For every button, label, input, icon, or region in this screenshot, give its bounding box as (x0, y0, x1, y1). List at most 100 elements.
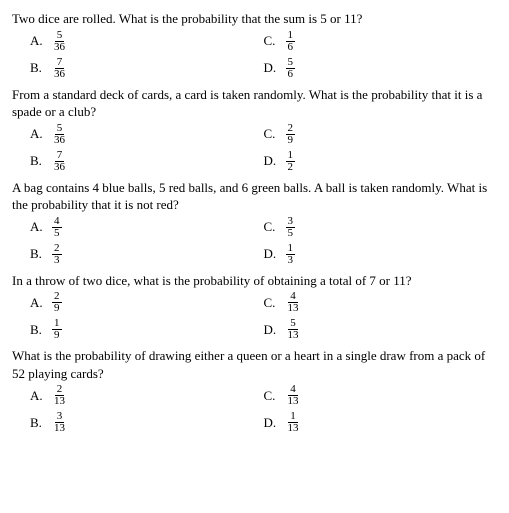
option: A.29 (30, 291, 264, 314)
question-5: What is the probability of drawing eithe… (12, 347, 497, 434)
fraction: 56 (286, 57, 296, 80)
options-grid: A. 213 C. 413 B. 313 D.113 (30, 384, 497, 434)
fraction: 29 (286, 123, 296, 146)
fraction: 16 (286, 30, 296, 53)
option: B. 23 (30, 243, 264, 266)
fraction-numerator: 2 (286, 123, 296, 135)
option: B. 736 (30, 150, 264, 173)
fraction-numerator: 1 (286, 30, 296, 42)
option: D. 13 (264, 243, 498, 266)
fraction: 13 (286, 243, 296, 266)
fraction-denominator: 3 (52, 255, 62, 266)
fraction-denominator: 3 (286, 255, 296, 266)
options-grid: A.536C.16B.736D.56 (30, 30, 497, 80)
option-letter: C. (264, 218, 280, 236)
question-2: From a standard deck of cards, a card is… (12, 86, 497, 173)
option: C. 35 (264, 216, 498, 239)
fraction: 736 (52, 150, 67, 173)
option-letter: A. (30, 387, 46, 405)
fraction-numerator: 4 (52, 216, 62, 228)
option: A. 536 (30, 123, 264, 146)
fraction: 213 (52, 384, 67, 407)
fraction-denominator: 9 (52, 303, 62, 314)
option-letter: B. (30, 245, 46, 263)
question-1: Two dice are rolled. What is the probabi… (12, 10, 497, 80)
question-text: Two dice are rolled. What is the probabi… (12, 10, 497, 28)
option-letter: B. (30, 152, 46, 170)
fraction-denominator: 36 (52, 42, 67, 53)
option: C. 29 (264, 123, 498, 146)
fraction: 19 (52, 318, 62, 341)
option-letter: B. (30, 321, 46, 339)
fraction: 35 (286, 216, 296, 239)
option-letter: B. (30, 59, 46, 77)
fraction: 536 (52, 30, 67, 53)
option: B. 19 (30, 318, 264, 341)
fraction-numerator: 5 (55, 30, 65, 42)
option-letter: D. (264, 152, 280, 170)
fraction-denominator: 6 (286, 42, 296, 53)
options-grid: A.29C. 413 B. 19 D. 513 (30, 291, 497, 341)
option: B. 313 (30, 411, 264, 434)
option: A. 536 (30, 30, 264, 53)
options-grid: A.536C.29B.736D.12 (30, 123, 497, 173)
option-letter: A. (30, 294, 46, 312)
fraction-numerator: 5 (286, 57, 296, 69)
question-text: What is the probability of drawing eithe… (12, 347, 497, 382)
fraction-denominator: 13 (286, 396, 301, 407)
option-letter: A. (30, 32, 46, 50)
fraction-denominator: 13 (52, 396, 67, 407)
question-text: From a standard deck of cards, a card is… (12, 86, 497, 121)
fraction-denominator: 5 (286, 228, 296, 239)
fraction-numerator: 7 (55, 150, 65, 162)
fraction: 413 (286, 384, 301, 407)
fraction-numerator: 1 (286, 150, 296, 162)
options-grid: A.45C.35B.23D.13 (30, 216, 497, 266)
fraction-denominator: 13 (286, 423, 301, 434)
fraction-denominator: 13 (286, 330, 301, 341)
option: C. 16 (264, 30, 498, 53)
question-text: In a throw of two dice, what is the prob… (12, 272, 497, 290)
fraction: 113 (286, 411, 301, 434)
fraction-denominator: 5 (52, 228, 62, 239)
option-letter: C. (264, 387, 280, 405)
fraction-numerator: 1 (286, 243, 296, 255)
fraction-numerator: 5 (55, 123, 65, 135)
option-letter: B. (30, 414, 46, 432)
option-letter: C. (264, 294, 280, 312)
fraction-denominator: 36 (52, 135, 67, 146)
option: D. 513 (264, 318, 498, 341)
fraction: 12 (286, 150, 296, 173)
fraction-denominator: 6 (286, 69, 296, 80)
option-letter: C. (264, 32, 280, 50)
option: C. 413 (264, 384, 498, 407)
fraction: 413 (286, 291, 301, 314)
option: A. 213 (30, 384, 264, 407)
fraction-denominator: 13 (52, 423, 67, 434)
question-text: A bag contains 4 blue balls, 5 red balls… (12, 179, 497, 214)
option: C. 413 (264, 291, 498, 314)
question-3: A bag contains 4 blue balls, 5 red balls… (12, 179, 497, 266)
option-letter: D. (264, 321, 280, 339)
fraction: 313 (52, 411, 67, 434)
option: D. 12 (264, 150, 498, 173)
fraction: 736 (52, 57, 67, 80)
fraction-denominator: 2 (286, 162, 296, 173)
question-4: In a throw of two dice, what is the prob… (12, 272, 497, 342)
fraction: 45 (52, 216, 62, 239)
option: D.113 (264, 411, 498, 434)
option: A.45 (30, 216, 264, 239)
option-letter: D. (264, 245, 280, 263)
fraction-numerator: 7 (55, 57, 65, 69)
fraction-numerator: 2 (52, 243, 62, 255)
fraction-denominator: 36 (52, 69, 67, 80)
fraction-denominator: 36 (52, 162, 67, 173)
option-letter: A. (30, 125, 46, 143)
fraction-denominator: 9 (52, 330, 62, 341)
option-letter: C. (264, 125, 280, 143)
fraction-denominator: 13 (286, 303, 301, 314)
fraction: 513 (286, 318, 301, 341)
fraction-numerator: 3 (286, 216, 296, 228)
option: B. 736 (30, 57, 264, 80)
fraction-denominator: 9 (286, 135, 296, 146)
